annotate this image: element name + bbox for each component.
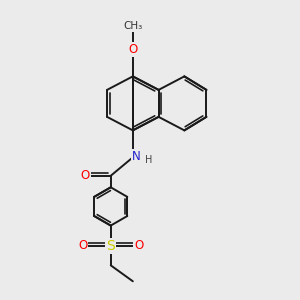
Text: O: O: [134, 239, 144, 252]
Text: N: N: [132, 150, 141, 163]
Text: S: S: [106, 239, 115, 253]
Text: O: O: [78, 239, 87, 252]
Text: O: O: [128, 43, 137, 56]
Text: CH₃: CH₃: [123, 21, 142, 31]
Text: O: O: [80, 169, 90, 182]
Text: H: H: [145, 155, 152, 165]
